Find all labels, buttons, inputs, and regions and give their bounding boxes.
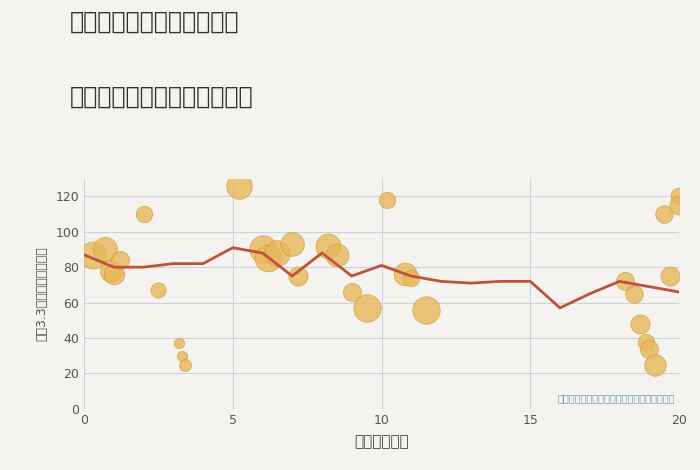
Point	[293, 272, 304, 280]
Point	[346, 288, 357, 296]
Point	[174, 340, 185, 347]
Point	[659, 210, 670, 218]
Text: 円の大きさは、取引のあった物件面積を示す: 円の大きさは、取引のあった物件面積を示す	[557, 393, 675, 404]
Point	[263, 255, 274, 262]
Point	[406, 274, 417, 282]
Point	[176, 352, 188, 360]
Point	[400, 271, 411, 278]
Point	[322, 242, 333, 250]
Point	[153, 286, 164, 294]
Point	[664, 272, 676, 280]
Text: 駅距離別中古マンション価格: 駅距離別中古マンション価格	[70, 85, 253, 109]
Point	[650, 361, 661, 368]
Point	[179, 361, 190, 368]
Point	[361, 304, 372, 312]
Point	[287, 240, 298, 248]
Point	[114, 256, 125, 264]
Point	[629, 290, 640, 298]
X-axis label: 駅距離（分）: 駅距離（分）	[354, 434, 409, 449]
Text: 三重県津市芸濃町北神山の: 三重県津市芸濃町北神山の	[70, 9, 239, 33]
Point	[673, 193, 685, 200]
Point	[331, 251, 342, 258]
Point	[635, 320, 646, 328]
Point	[257, 246, 268, 253]
Point	[138, 210, 149, 218]
Point	[99, 246, 111, 253]
Point	[640, 338, 652, 345]
Point	[233, 182, 244, 189]
Point	[382, 196, 393, 204]
Y-axis label: 坪（3.3㎡）単価（万円）: 坪（3.3㎡）単価（万円）	[35, 246, 48, 341]
Point	[88, 251, 99, 258]
Point	[105, 267, 116, 274]
Point	[272, 249, 283, 257]
Point	[644, 345, 655, 352]
Point	[108, 271, 119, 278]
Point	[673, 202, 685, 209]
Point	[620, 278, 631, 285]
Point	[421, 306, 432, 313]
